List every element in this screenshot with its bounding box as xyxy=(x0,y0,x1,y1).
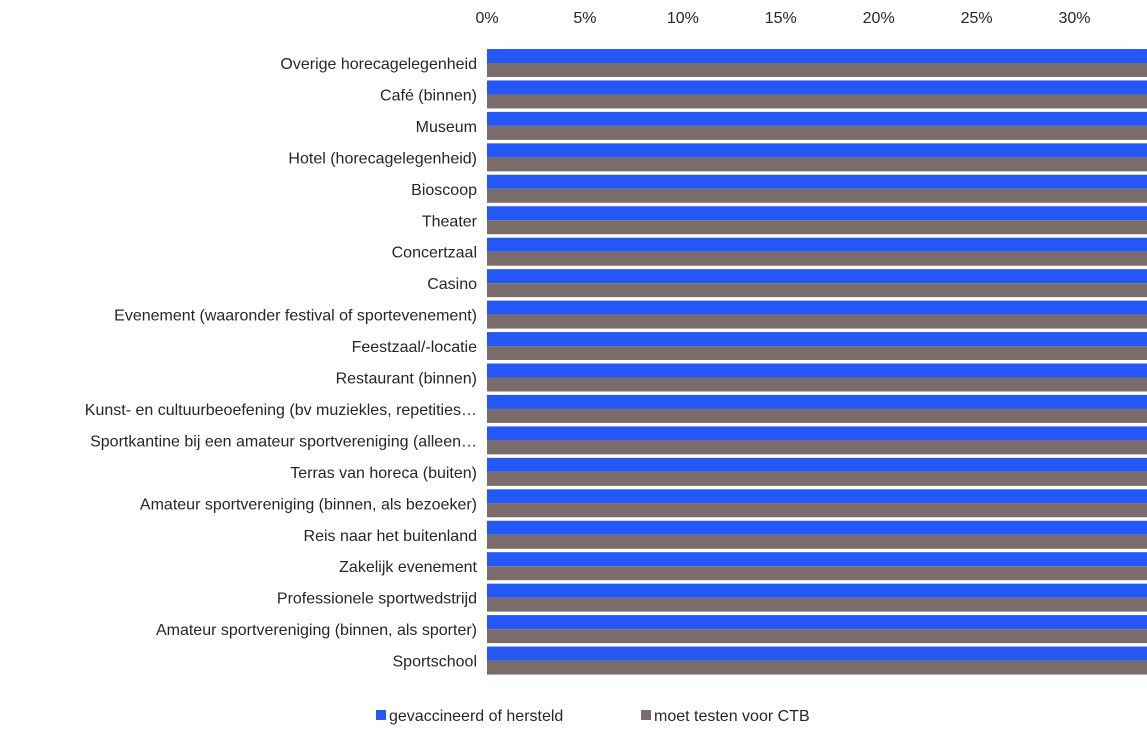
category-label: Amateur sportvereniging (binnen, als spo… xyxy=(156,622,477,639)
bar-vaccinated xyxy=(487,394,1147,409)
x-tick-label: 0% xyxy=(475,10,498,27)
category-label: Hotel (horecagelegenheid) xyxy=(288,150,477,167)
bar-must-test xyxy=(487,346,1147,361)
bar-vaccinated xyxy=(487,80,1147,95)
bar-vaccinated xyxy=(487,332,1147,347)
bar-must-test xyxy=(487,660,1147,675)
category-label: Bioscoop xyxy=(411,182,477,199)
bar-vaccinated xyxy=(487,174,1147,189)
bar-must-test xyxy=(487,188,1147,203)
bar-vaccinated xyxy=(487,49,1147,63)
category-label: Café (binnen) xyxy=(380,87,477,104)
bar-vaccinated xyxy=(487,583,1147,598)
bar-must-test xyxy=(487,566,1147,581)
x-axis: 0%5%10%15%20%25%30%35%40%45%50%55%60%65% xyxy=(475,10,1091,27)
bar-must-test xyxy=(487,63,1147,77)
legend-swatch xyxy=(641,710,651,720)
bar-must-test xyxy=(487,471,1147,486)
category-label: Casino xyxy=(427,276,477,293)
category-label: Amateur sportvereniging (binnen, als bez… xyxy=(140,496,477,513)
category-label: Sportschool xyxy=(393,654,478,671)
category-label: Evenement (waaronder festival of sportev… xyxy=(114,308,477,325)
legend: gevaccineerd of hersteld moet testen voor… xyxy=(376,708,810,725)
category-label: Museum xyxy=(416,119,477,136)
x-tick-label: 5% xyxy=(573,10,596,27)
x-tick-label: 15% xyxy=(765,10,797,27)
legend-swatch xyxy=(376,710,386,720)
bar-vaccinated xyxy=(487,300,1147,315)
legend-label: moet testen voor CTB xyxy=(654,708,810,725)
x-tick-label: 30% xyxy=(1059,10,1091,27)
bar-vaccinated xyxy=(487,457,1147,472)
bar-vaccinated xyxy=(487,426,1147,441)
category-label: Theater xyxy=(422,213,478,230)
bar-must-test xyxy=(487,125,1147,140)
bar-must-test xyxy=(487,94,1147,109)
bar-vaccinated xyxy=(487,206,1147,221)
bar-must-test xyxy=(487,534,1147,549)
bar-must-test xyxy=(487,440,1147,455)
bar-vaccinated xyxy=(487,111,1147,126)
bar-vaccinated xyxy=(487,615,1147,630)
bar-must-test xyxy=(487,157,1147,172)
bar-must-test xyxy=(487,629,1147,644)
bar-vaccinated xyxy=(487,489,1147,504)
bar-vaccinated xyxy=(487,363,1147,378)
bar-must-test xyxy=(487,251,1147,266)
category-label: Restaurant (binnen) xyxy=(336,371,477,388)
category-label: Terras van horeca (buiten) xyxy=(290,465,477,482)
bar-must-test xyxy=(487,408,1147,423)
bar-must-test xyxy=(487,503,1147,518)
x-tick-label: 20% xyxy=(863,10,895,27)
category-label: Professionele sportwedstrijd xyxy=(277,591,477,608)
category-label: Sportkantine bij een amateur sportvereni… xyxy=(90,433,477,450)
category-label: Zakelijk evenement xyxy=(339,559,477,576)
bar-vaccinated xyxy=(487,646,1147,661)
bar-vaccinated xyxy=(487,520,1147,535)
category-label: Reis naar het buitenland xyxy=(304,528,477,545)
category-label: Kunst- en cultuurbeoefening (bv muziekle… xyxy=(85,402,477,419)
bar-must-test xyxy=(487,220,1147,235)
bars xyxy=(487,49,1147,675)
legend-label: gevaccineerd of hersteld xyxy=(389,708,563,725)
bar-must-test xyxy=(487,283,1147,298)
x-tick-label: 25% xyxy=(961,10,993,27)
bar-vaccinated xyxy=(487,552,1147,567)
bar-vaccinated xyxy=(487,143,1147,158)
bar-must-test xyxy=(487,377,1147,392)
x-tick-label: 10% xyxy=(667,10,699,27)
bar-must-test xyxy=(487,314,1147,329)
category-axis: Overige horecagelegenheid Café (binnen) Mu… xyxy=(85,56,478,671)
category-label: Concertzaal xyxy=(392,245,477,262)
category-label: Overige horecagelegenheid xyxy=(280,56,477,73)
bar-must-test xyxy=(487,597,1147,612)
category-label: Feestzaal/-locatie xyxy=(352,339,477,356)
bar-vaccinated xyxy=(487,269,1147,284)
bar-vaccinated xyxy=(487,237,1147,252)
